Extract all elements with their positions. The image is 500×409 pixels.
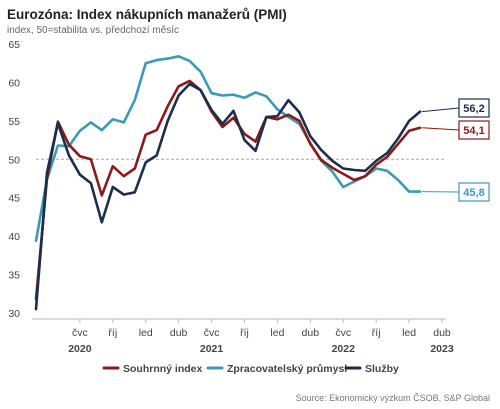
end-label-0: 54,1 bbox=[463, 125, 484, 137]
x-tick-label-čvc: čvc bbox=[72, 327, 88, 339]
end-label-2: 56,2 bbox=[463, 103, 484, 115]
x-tick-label-led: led bbox=[402, 327, 416, 339]
x-tick-label-čvc: čvc bbox=[335, 327, 351, 339]
chart-title: Eurozóna: Index nákupních manažerů (PMI) bbox=[7, 7, 287, 22]
year-label-2020: 2020 bbox=[68, 343, 92, 355]
y-tick-label-65: 65 bbox=[8, 39, 20, 51]
series-line-0 bbox=[34, 79, 422, 301]
y-tick-label-50: 50 bbox=[8, 154, 20, 166]
end-label-box-0 bbox=[458, 120, 490, 140]
end-label-1: 45,8 bbox=[463, 187, 484, 199]
source-note: Source: Ekonomický výzkum ČSOB, S&P Glob… bbox=[295, 393, 490, 403]
legend-label-0: Souhrnný index bbox=[123, 363, 203, 375]
chart-subtitle: index, 50=stabilita vs. předchozí měsíc bbox=[7, 25, 180, 36]
series-line-1 bbox=[34, 54, 422, 243]
legend-label-2: Služby bbox=[365, 363, 399, 375]
y-tick-label-60: 60 bbox=[8, 77, 20, 89]
x-tick-label-říj: říj bbox=[240, 327, 249, 339]
y-tick-label-30: 30 bbox=[8, 308, 20, 320]
x-tick-label-říj: říj bbox=[372, 327, 381, 339]
y-tick-label-55: 55 bbox=[8, 116, 20, 128]
x-tick-label-čvc: čvc bbox=[204, 327, 220, 339]
year-label-2023: 2023 bbox=[430, 343, 454, 355]
end-label-connector-0 bbox=[422, 127, 460, 131]
legend-label-1: Zpracovatelský průmysl bbox=[227, 363, 347, 375]
x-tick-label-led: led bbox=[270, 327, 284, 339]
year-label-2022: 2022 bbox=[332, 343, 356, 355]
y-tick-label-45: 45 bbox=[8, 193, 20, 205]
end-label-box-2 bbox=[458, 98, 490, 118]
x-tick-label-dub: dub bbox=[170, 327, 188, 339]
year-label-2021: 2021 bbox=[200, 343, 224, 355]
x-tick-label-led: led bbox=[139, 327, 153, 339]
series-line-2 bbox=[34, 82, 422, 311]
end-label-connector-2 bbox=[422, 107, 460, 113]
x-tick-label-dub: dub bbox=[302, 327, 320, 339]
x-tick-label-říj: říj bbox=[108, 327, 117, 339]
end-label-box-1 bbox=[458, 182, 490, 202]
x-tick-label-dub: dub bbox=[433, 327, 451, 339]
y-tick-label-40: 40 bbox=[8, 231, 20, 243]
y-tick-label-35: 35 bbox=[8, 270, 20, 282]
